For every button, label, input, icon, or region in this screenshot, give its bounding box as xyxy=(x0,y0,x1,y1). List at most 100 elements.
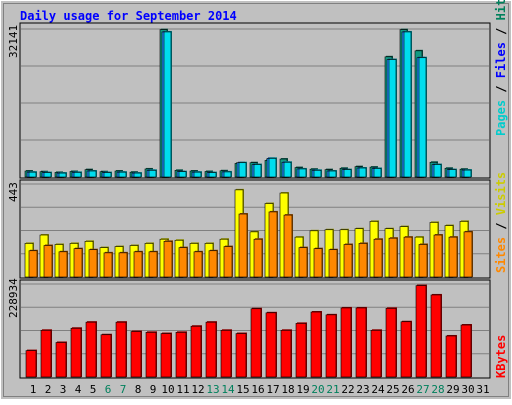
bar-fill xyxy=(118,171,127,178)
bar-fill xyxy=(193,171,202,178)
bar-fill xyxy=(178,171,187,178)
kbytes-ymax-label: 228934 xyxy=(7,278,20,318)
bar-fill xyxy=(418,57,427,178)
visits-bar-sites-day-29 xyxy=(448,236,458,278)
kbytes-bar-kbytes-day-28 xyxy=(430,293,442,378)
hits-bar-hits-day-30 xyxy=(463,169,472,178)
kbytes-bar-kbytes-day-5 xyxy=(85,321,97,378)
x-tick-label-day-11: 11 xyxy=(176,383,189,396)
visits-bar-sites-day-12 xyxy=(193,250,203,278)
x-tick-label-day-5: 5 xyxy=(90,383,97,396)
bar-fill xyxy=(400,321,412,378)
kbytes-bar-kbytes-day-23 xyxy=(355,306,367,378)
legend-sep-1: / xyxy=(494,78,508,100)
visits-bar-sites-day-7 xyxy=(118,251,128,278)
bar-fill xyxy=(73,172,82,178)
legend-sep-3: / xyxy=(494,215,508,237)
kbytes-bar-kbytes-day-30 xyxy=(460,324,472,378)
bar-fill xyxy=(415,285,427,378)
bar-fill xyxy=(103,172,112,178)
bar-fill xyxy=(463,169,472,178)
x-tick-label-day-25: 25 xyxy=(386,383,399,396)
bar-fill xyxy=(328,170,337,178)
bar-fill xyxy=(388,59,397,178)
visits-bar-sites-day-19 xyxy=(298,246,308,278)
legend-sep-2: / xyxy=(494,20,508,42)
hits-bar-hits-day-21 xyxy=(328,170,337,178)
hits-bar-hits-day-11 xyxy=(178,170,187,178)
x-tick-label-day-19: 19 xyxy=(296,383,309,396)
kbytes-bar-kbytes-day-1 xyxy=(25,349,37,378)
kbytes-bar-kbytes-day-7 xyxy=(115,321,127,378)
x-tick-label-day-28: 28 xyxy=(431,383,444,396)
kbytes-bar-kbytes-day-4 xyxy=(70,327,82,378)
bar-fill xyxy=(130,331,142,378)
hits-bar-hits-day-7 xyxy=(118,171,127,178)
hits-bar-hits-day-26 xyxy=(403,30,412,178)
hits-bar-hits-day-1 xyxy=(28,171,37,178)
x-tick-label-day-24: 24 xyxy=(371,383,385,396)
visits-bar-sites-day-4 xyxy=(73,247,83,278)
kbytes-bar-kbytes-day-11 xyxy=(175,331,187,378)
bar-fill xyxy=(100,334,112,378)
bars-layer xyxy=(24,28,473,378)
kbytes-legend: KBytes xyxy=(494,335,508,378)
hits-bar-hits-day-3 xyxy=(58,172,67,178)
x-tick-label-day-17: 17 xyxy=(266,383,279,396)
visits-bar-sites-day-10 xyxy=(163,240,173,278)
bar-fill xyxy=(133,172,142,178)
hits-bar-hits-day-29 xyxy=(448,168,457,178)
bar-fill xyxy=(328,249,338,278)
bar-fill xyxy=(355,307,367,378)
x-tick-label-day-3: 3 xyxy=(60,383,67,396)
hits-bar-hits-day-28 xyxy=(433,163,442,178)
bar-fill xyxy=(148,170,157,178)
kbytes-bar-kbytes-day-21 xyxy=(325,313,337,378)
bar-fill xyxy=(283,214,293,278)
bar-fill xyxy=(433,234,443,278)
bar-fill xyxy=(208,250,218,278)
visits-bar-sites-day-24 xyxy=(373,238,383,278)
visits-bar-sites-day-5 xyxy=(88,248,98,278)
bar-fill xyxy=(133,251,143,278)
kbytes-bar-kbytes-day-26 xyxy=(400,320,412,378)
x-tick-label-day-2: 2 xyxy=(45,383,52,396)
kbytes-bar-kbytes-day-6 xyxy=(100,333,112,378)
kbytes-bar-kbytes-day-24 xyxy=(370,329,382,378)
visits-bar-sites-day-18 xyxy=(283,214,293,278)
bar-fill xyxy=(385,308,397,378)
bar-fill xyxy=(85,321,97,378)
bar-fill xyxy=(115,321,127,378)
bar-fill xyxy=(265,312,277,378)
visits-bar-sites-day-20 xyxy=(313,247,323,278)
x-tick-label-day-10: 10 xyxy=(161,383,174,396)
visits-bar-sites-day-9 xyxy=(148,250,158,278)
kbytes-bar-kbytes-day-14 xyxy=(220,329,232,378)
kbytes-bar-kbytes-day-25 xyxy=(385,307,397,378)
bar-fill xyxy=(388,237,398,278)
bar-fill xyxy=(190,325,202,378)
visits-bar-sites-day-25 xyxy=(388,237,398,278)
bar-fill xyxy=(418,244,428,278)
x-tick-label-day-7: 7 xyxy=(120,383,127,396)
bar-fill xyxy=(238,213,248,278)
visits-ymax-label: 443 xyxy=(7,182,20,202)
kbytes-bar-kbytes-day-3 xyxy=(55,341,67,378)
x-axis-labels: 1 2 3 4 5 6 7 8 9 10 11 12 13 14 15 16 17 18 19 20 21 22 23 24 2… xyxy=(30,383,490,396)
hits-bar-hits-day-10 xyxy=(163,30,172,178)
bar-fill xyxy=(313,248,323,278)
hits-bar-hits-day-4 xyxy=(73,171,82,178)
x-tick-label-day-31: 31 xyxy=(476,383,489,396)
hits-bar-hits-day-13 xyxy=(208,171,217,178)
bar-fill xyxy=(88,249,98,278)
bar-fill xyxy=(403,31,412,178)
legend-files: Files xyxy=(494,42,508,78)
bar-fill xyxy=(448,169,457,178)
bar-fill xyxy=(310,311,322,378)
kbytes-bar-kbytes-day-20 xyxy=(310,311,322,378)
bar-fill xyxy=(295,323,307,378)
hits-bar-hits-day-12 xyxy=(193,171,202,178)
hits-legend: Pages / Files / Hits xyxy=(494,0,508,136)
